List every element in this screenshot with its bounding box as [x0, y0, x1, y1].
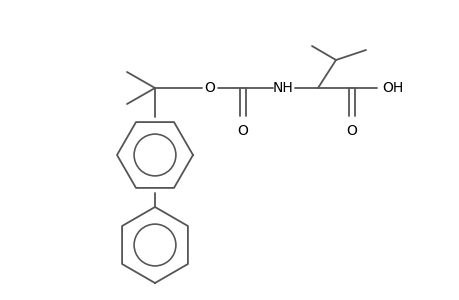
Text: O: O [204, 81, 215, 95]
Text: NH: NH [272, 81, 293, 95]
Text: O: O [237, 124, 248, 138]
Text: O: O [346, 124, 357, 138]
Text: OH: OH [381, 81, 403, 95]
